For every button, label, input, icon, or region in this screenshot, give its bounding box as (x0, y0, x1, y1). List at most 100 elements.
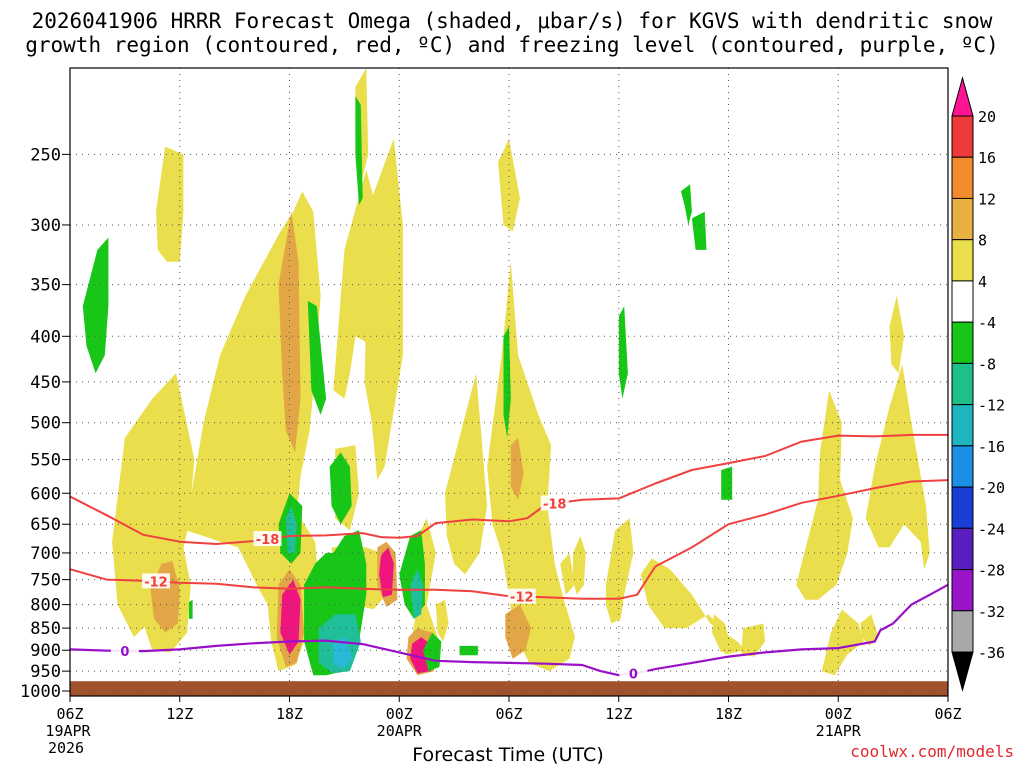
x-tick-label: 18Z (276, 705, 303, 723)
omega-region-yellow (156, 146, 184, 262)
colorbar-segment (951, 445, 974, 488)
grid-lines (70, 68, 948, 696)
colorbar-label: 4 (978, 273, 987, 291)
omega-region-green (459, 645, 478, 656)
x-tick-label: 12Z (166, 705, 193, 723)
y-tick-label: 1000 (20, 682, 61, 702)
colorbar-segment (951, 527, 974, 571)
y-tick-label: 900 (30, 641, 61, 661)
omega-shading (70, 68, 948, 696)
y-tick-label: 400 (30, 327, 61, 347)
y-axis: 2503003504004505005506006507007508008509… (20, 145, 70, 702)
omega-region-yellow (821, 609, 864, 676)
omega-region-green (188, 599, 193, 619)
svg-text:0: 0 (629, 668, 638, 683)
colorbar-segment (951, 280, 974, 323)
x-tick-label: 06Z (495, 705, 522, 723)
y-tick-label: 450 (30, 373, 61, 393)
colorbar-segment (951, 404, 974, 447)
x-axis-label: Forecast Time (UTC) (412, 744, 604, 766)
omega-region-yellow (487, 261, 575, 672)
y-tick-label: 500 (30, 414, 61, 434)
y-tick-label: 750 (30, 571, 61, 591)
omega-region-teal (410, 569, 423, 619)
omega-region-green (721, 466, 733, 500)
omega-region-yellow (560, 552, 575, 595)
svg-text:-12: -12 (510, 591, 534, 606)
colorbar-label: 16 (978, 149, 996, 167)
svg-text:0: 0 (120, 645, 129, 660)
omega-region-orange (505, 604, 531, 659)
omega-region-yellow (573, 536, 586, 595)
omega-region-green (307, 300, 327, 415)
y-tick-label: 600 (30, 484, 61, 504)
omega-region-green (691, 211, 707, 250)
omega-region-yellow (796, 390, 853, 600)
chart-title-line-2: growth region (contoured, red, ºC) and f… (25, 33, 999, 57)
y-tick-label: 800 (30, 596, 61, 616)
x-tick-label: 00Z (386, 705, 413, 723)
omega-region-yellow (445, 373, 488, 575)
x-tick-label: 00Z (825, 705, 852, 723)
omega-region-yellow (435, 599, 449, 642)
colorbar-label: 8 (978, 232, 987, 250)
y-tick-label: 850 (30, 619, 61, 639)
x-tick-label: 12Z (605, 705, 632, 723)
omega-region-green (618, 306, 628, 399)
x-date-label: 20APR (377, 722, 423, 740)
colorbar-segment (951, 569, 974, 612)
colorbar-label: 20 (978, 108, 996, 126)
contour-lines: -18 -18 -12 -12 0 0 (70, 433, 948, 683)
colorbar-segment (951, 610, 974, 653)
omega-region-yellow (640, 558, 745, 655)
omega-region-teal (285, 506, 297, 553)
colorbar-label: -36 (978, 644, 1005, 662)
x-date-label: 21APR (816, 722, 862, 740)
contour-line--18 (70, 433, 948, 545)
x-year-label: 2026 (48, 739, 84, 757)
x-tick-label: 06Z (56, 705, 83, 723)
omega-region-yellow (364, 138, 403, 481)
omega-region-yellow (712, 614, 733, 653)
colorbar-label: -16 (978, 438, 1005, 456)
colorbar-top-arrow (951, 76, 974, 117)
contour-label--12: -12 (141, 573, 170, 590)
colorbar-segment (951, 115, 974, 158)
omega-region-yellow (865, 364, 930, 570)
omega-region-green (355, 96, 363, 206)
colorbar-label: -32 (978, 603, 1005, 621)
ground-layer (70, 681, 948, 696)
svg-text:-18: -18 (256, 533, 280, 548)
svg-text:-12: -12 (144, 575, 168, 590)
x-tick-label: 18Z (715, 705, 742, 723)
contour-label-0: 0 (619, 665, 648, 683)
colorbar-segment (951, 239, 974, 282)
colorbar-label: -24 (978, 520, 1005, 538)
y-tick-label: 950 (30, 662, 61, 682)
svg-text:-18: -18 (543, 497, 567, 512)
omega-region-magenta (379, 547, 394, 598)
colorbar: 20 16 12 8 4 -4 -8 -12 -16 -20 -24 -28 -32 -36 (951, 76, 1005, 692)
y-tick-label: 550 (30, 451, 61, 471)
omega-region-yellow (860, 614, 879, 646)
colorbar-segment (951, 486, 974, 529)
omega-region-cyan (333, 637, 352, 670)
colorbar-bottom-arrow (951, 651, 974, 692)
omega-region-green (329, 452, 352, 525)
colorbar-segment (951, 197, 974, 241)
site-credit[interactable]: coolwx.com/models (850, 742, 1014, 761)
y-tick-label: 250 (30, 145, 61, 165)
contour-line-0 (70, 583, 948, 677)
colorbar-label: -8 (978, 355, 996, 373)
contour-label--12: -12 (507, 588, 536, 606)
omega-region-green (680, 184, 692, 225)
omega-region-yellow (498, 138, 520, 232)
omega-region-yellow (605, 518, 634, 624)
omega-region-yellow (889, 295, 905, 374)
y-tick-label: 350 (30, 276, 61, 296)
colorbar-segment (951, 321, 974, 364)
colorbar-segment (951, 362, 974, 406)
colorbar-label: 12 (978, 190, 996, 208)
